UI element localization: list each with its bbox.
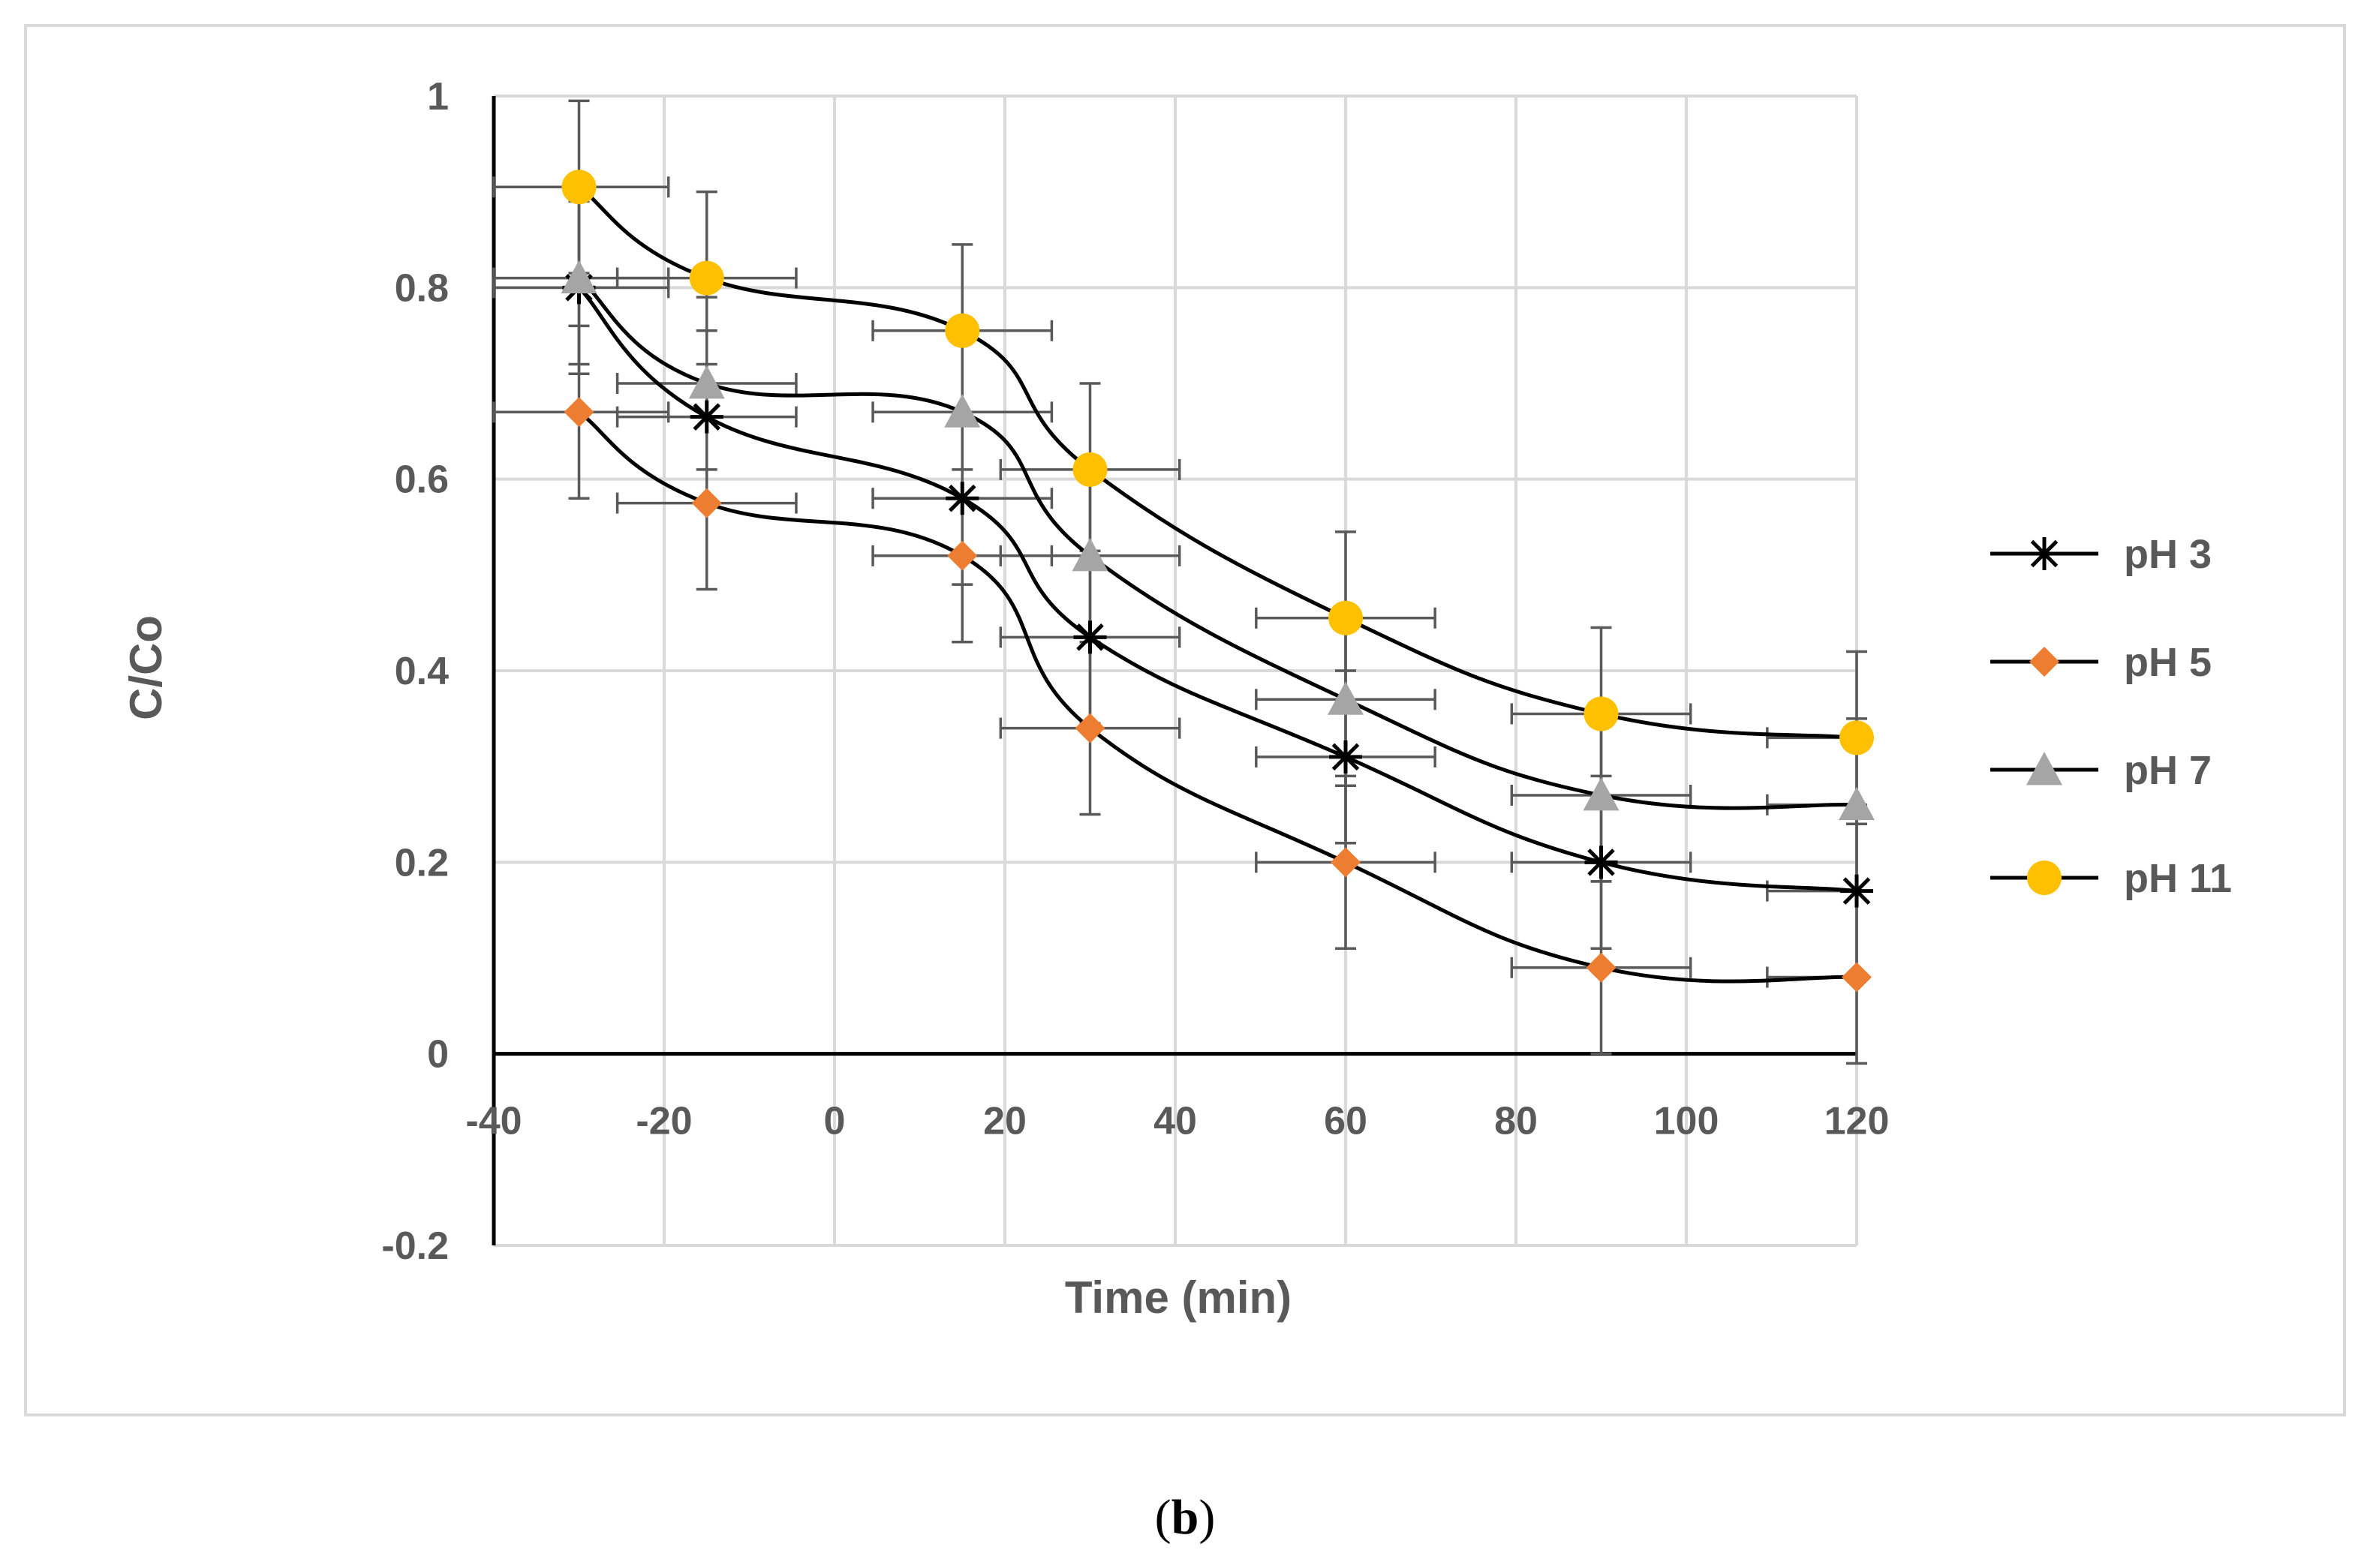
legend-label: pH 5	[2124, 640, 2212, 685]
data-point-ph-11	[561, 170, 597, 205]
legend-label: pH 11	[2124, 856, 2232, 901]
x-tick-label: 120	[1824, 1100, 1890, 1143]
legend: pH 3 pH 5 pH 7 pH 11	[1990, 532, 2232, 901]
legend-marker-ph-7	[2026, 752, 2062, 786]
caption-label: b	[1171, 1490, 1199, 1545]
figure-caption: (b)	[1154, 1490, 1216, 1545]
legend-item-ph-5: pH 5	[1990, 640, 2212, 685]
star-stroke	[693, 403, 721, 431]
legend-item-ph-7: pH 7	[1990, 748, 2212, 793]
data-point-ph-7	[1583, 776, 1620, 811]
data-point-ph-5	[1586, 952, 1617, 983]
y-tick-label: 1	[427, 75, 449, 119]
series-line-ph-5	[578, 410, 1857, 984]
data-point-ph-11	[945, 313, 980, 348]
legend-marker-ph-11	[2027, 861, 2062, 895]
data-point-ph-3	[1073, 620, 1107, 654]
data-point-ph-7	[944, 394, 981, 428]
data-point-ph-11	[1328, 600, 1363, 635]
legend-label: pH 3	[2124, 532, 2212, 577]
data-point-ph-5	[947, 540, 978, 571]
data-point-ph-7	[1839, 786, 1875, 821]
y-tick-label: 0.2	[395, 841, 449, 885]
star-stroke	[2030, 539, 2059, 568]
series-line-ph-11	[578, 185, 1857, 740]
star-stroke	[1842, 877, 1871, 905]
data-point-ph-3	[1329, 740, 1362, 773]
star-stroke	[948, 484, 976, 512]
tick-labels: -40 -20 0 20 40 60 80 100 120 -0.2 0 0.2 0.4 0.6 0.8 1	[381, 75, 1889, 1268]
x-tick-label: 40	[1153, 1100, 1197, 1143]
star-stroke	[1076, 623, 1104, 651]
data-point-ph-5	[1075, 713, 1105, 743]
data-point-ph-5	[564, 397, 594, 428]
x-tick-label: 20	[983, 1100, 1027, 1143]
x-tick-label: 60	[1324, 1100, 1367, 1143]
data-point-ph-5	[691, 488, 722, 518]
legend-item-ph-11: pH 11	[1990, 856, 2232, 901]
data-point-ph-7	[1328, 681, 1364, 715]
data-point-ph-5	[1331, 847, 1361, 878]
data-point-ph-7	[688, 365, 725, 399]
data-point-ph-11	[1584, 696, 1619, 731]
data-point-ph-11	[1839, 720, 1874, 755]
data-point-ph-3	[1840, 874, 1873, 908]
y-axis-title: C/Co	[121, 615, 171, 720]
legend-item-ph-3: pH 3	[1990, 532, 2212, 577]
y-tick-label: 0.6	[395, 458, 449, 502]
data-point-ph-11	[689, 260, 724, 296]
legend-label: pH 7	[2124, 748, 2212, 793]
star-stroke	[1331, 743, 1360, 771]
data-point-ph-3	[1584, 846, 1618, 879]
legend-marker-ph-3	[2028, 537, 2061, 570]
x-tick-label: 80	[1494, 1100, 1538, 1143]
y-tick-label: 0.8	[395, 266, 449, 310]
star-stroke	[1587, 849, 1615, 876]
data-point-ph-3	[690, 400, 723, 434]
x-axis-title: Time (min)	[1065, 1272, 1292, 1323]
x-tick-label: 0	[824, 1100, 846, 1143]
data-point-ph-11	[1072, 452, 1108, 487]
data-point-ph-7	[561, 260, 597, 293]
chart-frame	[24, 24, 2346, 1416]
data-point-ph-7	[1072, 537, 1108, 572]
data-point-ph-5	[1842, 962, 1872, 993]
y-tick-label: -0.2	[381, 1224, 449, 1268]
series-line-ph-3	[577, 286, 1857, 894]
x-tick-label: 100	[1654, 1100, 1719, 1143]
series-markers	[561, 170, 1875, 993]
legend-marker-ph-5	[2029, 647, 2059, 677]
error-bars	[492, 99, 1867, 1065]
y-tick-label: 0.4	[395, 650, 449, 693]
y-tick-label: 0	[427, 1033, 449, 1077]
data-point-ph-3	[946, 482, 979, 515]
x-tick-label: -40	[465, 1100, 522, 1143]
x-tick-label: -20	[636, 1100, 692, 1143]
series-line-ph-7	[577, 276, 1857, 810]
